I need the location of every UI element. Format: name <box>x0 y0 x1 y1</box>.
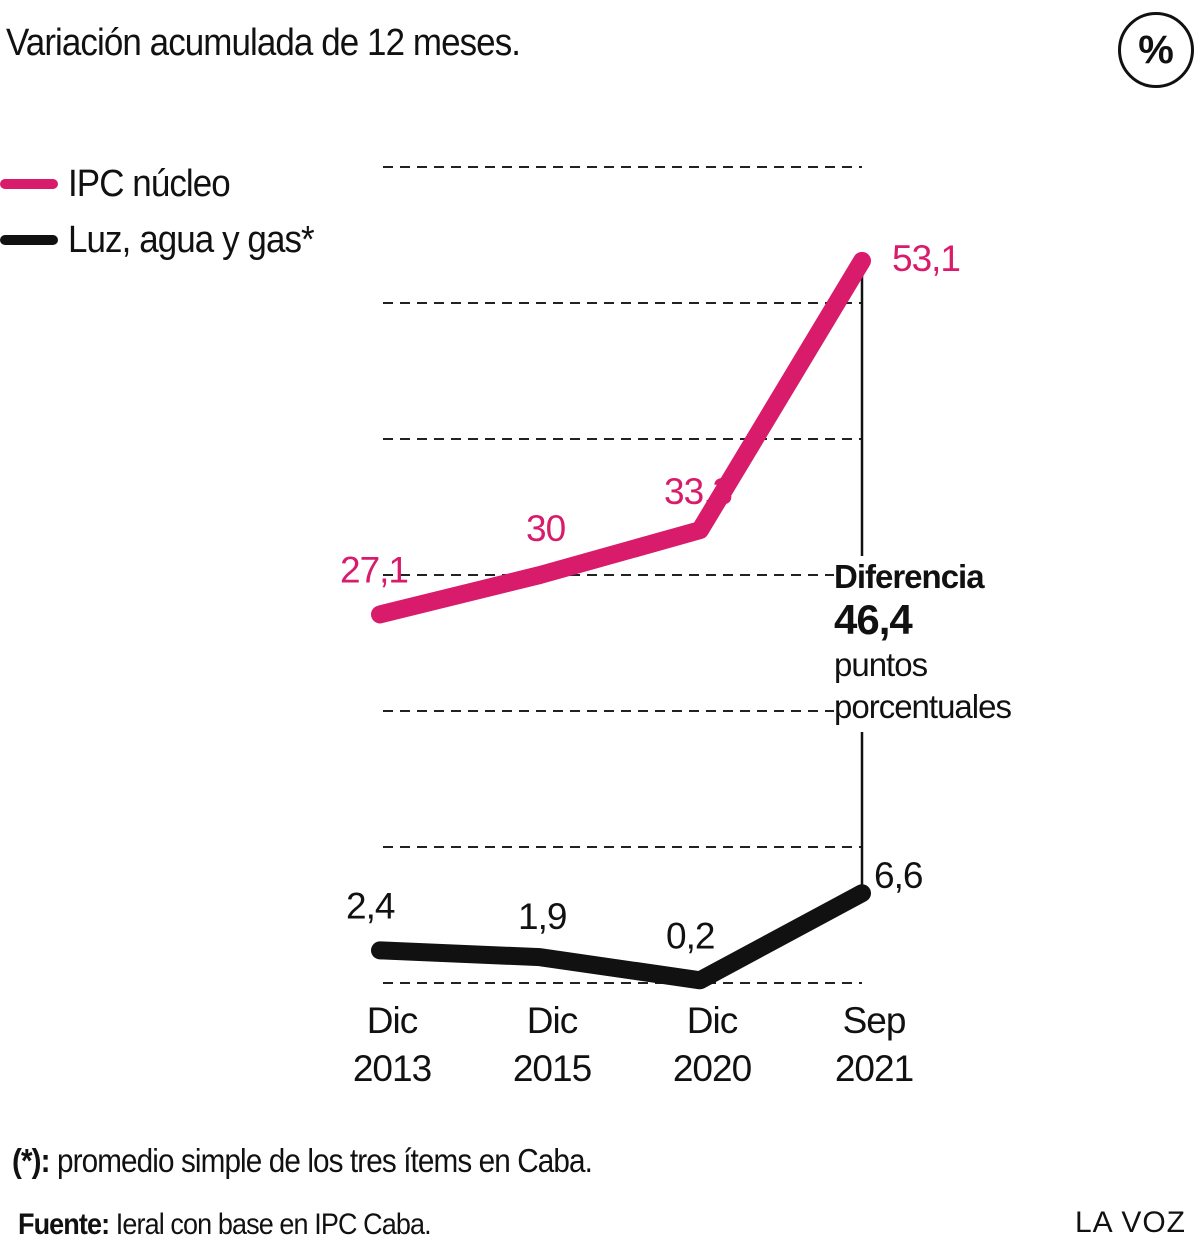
footnote-marker: (*): <box>12 1142 51 1179</box>
x-tick-label: Dic <box>367 1000 418 1041</box>
legend-swatch-services <box>0 235 58 245</box>
x-tick-label: Sep <box>843 1000 906 1041</box>
difference-annotation: Diferencia 46,4 puntos porcentuales <box>834 556 1015 732</box>
data-label: 2,4 <box>346 885 395 926</box>
data-label: 0,2 <box>666 915 714 956</box>
chart-subtitle: Variación acumulada de 12 meses. <box>6 22 521 64</box>
footnote: (*): promedio simple de los tres ítems e… <box>12 1142 593 1180</box>
legend-label-ipc: IPC núcleo <box>68 162 231 205</box>
data-label: 33,3 <box>664 471 732 512</box>
percent-badge: % <box>1118 12 1194 88</box>
series-line-0 <box>371 251 871 624</box>
source-label: Fuente: <box>18 1208 110 1241</box>
x-tick-label: 2020 <box>673 1048 752 1089</box>
difference-unit-line1: puntos <box>834 646 928 683</box>
legend-item-ipc: IPC núcleo <box>0 156 335 212</box>
legend-label-services: Luz, agua y gas* <box>68 218 315 261</box>
x-tick-label: Dic <box>527 1000 578 1041</box>
data-label: 1,9 <box>518 896 566 937</box>
data-label: 30 <box>526 508 566 549</box>
difference-title: Diferencia <box>834 558 985 595</box>
legend-item-services: Luz, agua y gas* <box>0 212 335 268</box>
data-label: 27,1 <box>340 549 408 590</box>
source-text: Ieral con base en IPC Caba. <box>109 1208 432 1241</box>
legend-swatch-ipc <box>0 179 58 189</box>
legend: IPC núcleo Luz, agua y gas* <box>0 156 335 268</box>
data-label: 53,1 <box>892 238 960 279</box>
x-tick-label: 2021 <box>835 1048 913 1089</box>
brand-logo: LA VOZ <box>1074 1206 1186 1239</box>
data-label: 6,6 <box>874 855 922 896</box>
difference-value: 46,4 <box>834 596 913 643</box>
x-tick-label: 2013 <box>353 1048 431 1089</box>
series-line-1 <box>371 884 871 990</box>
source-note: Fuente: Ieral con base en IPC Caba. <box>18 1208 432 1242</box>
footnote-text: promedio simple de los tres ítems en Cab… <box>49 1142 593 1179</box>
x-tick-label: Dic <box>687 1000 738 1041</box>
x-tick-label: 2015 <box>513 1048 592 1089</box>
difference-unit-line2: porcentuales <box>834 688 1012 725</box>
